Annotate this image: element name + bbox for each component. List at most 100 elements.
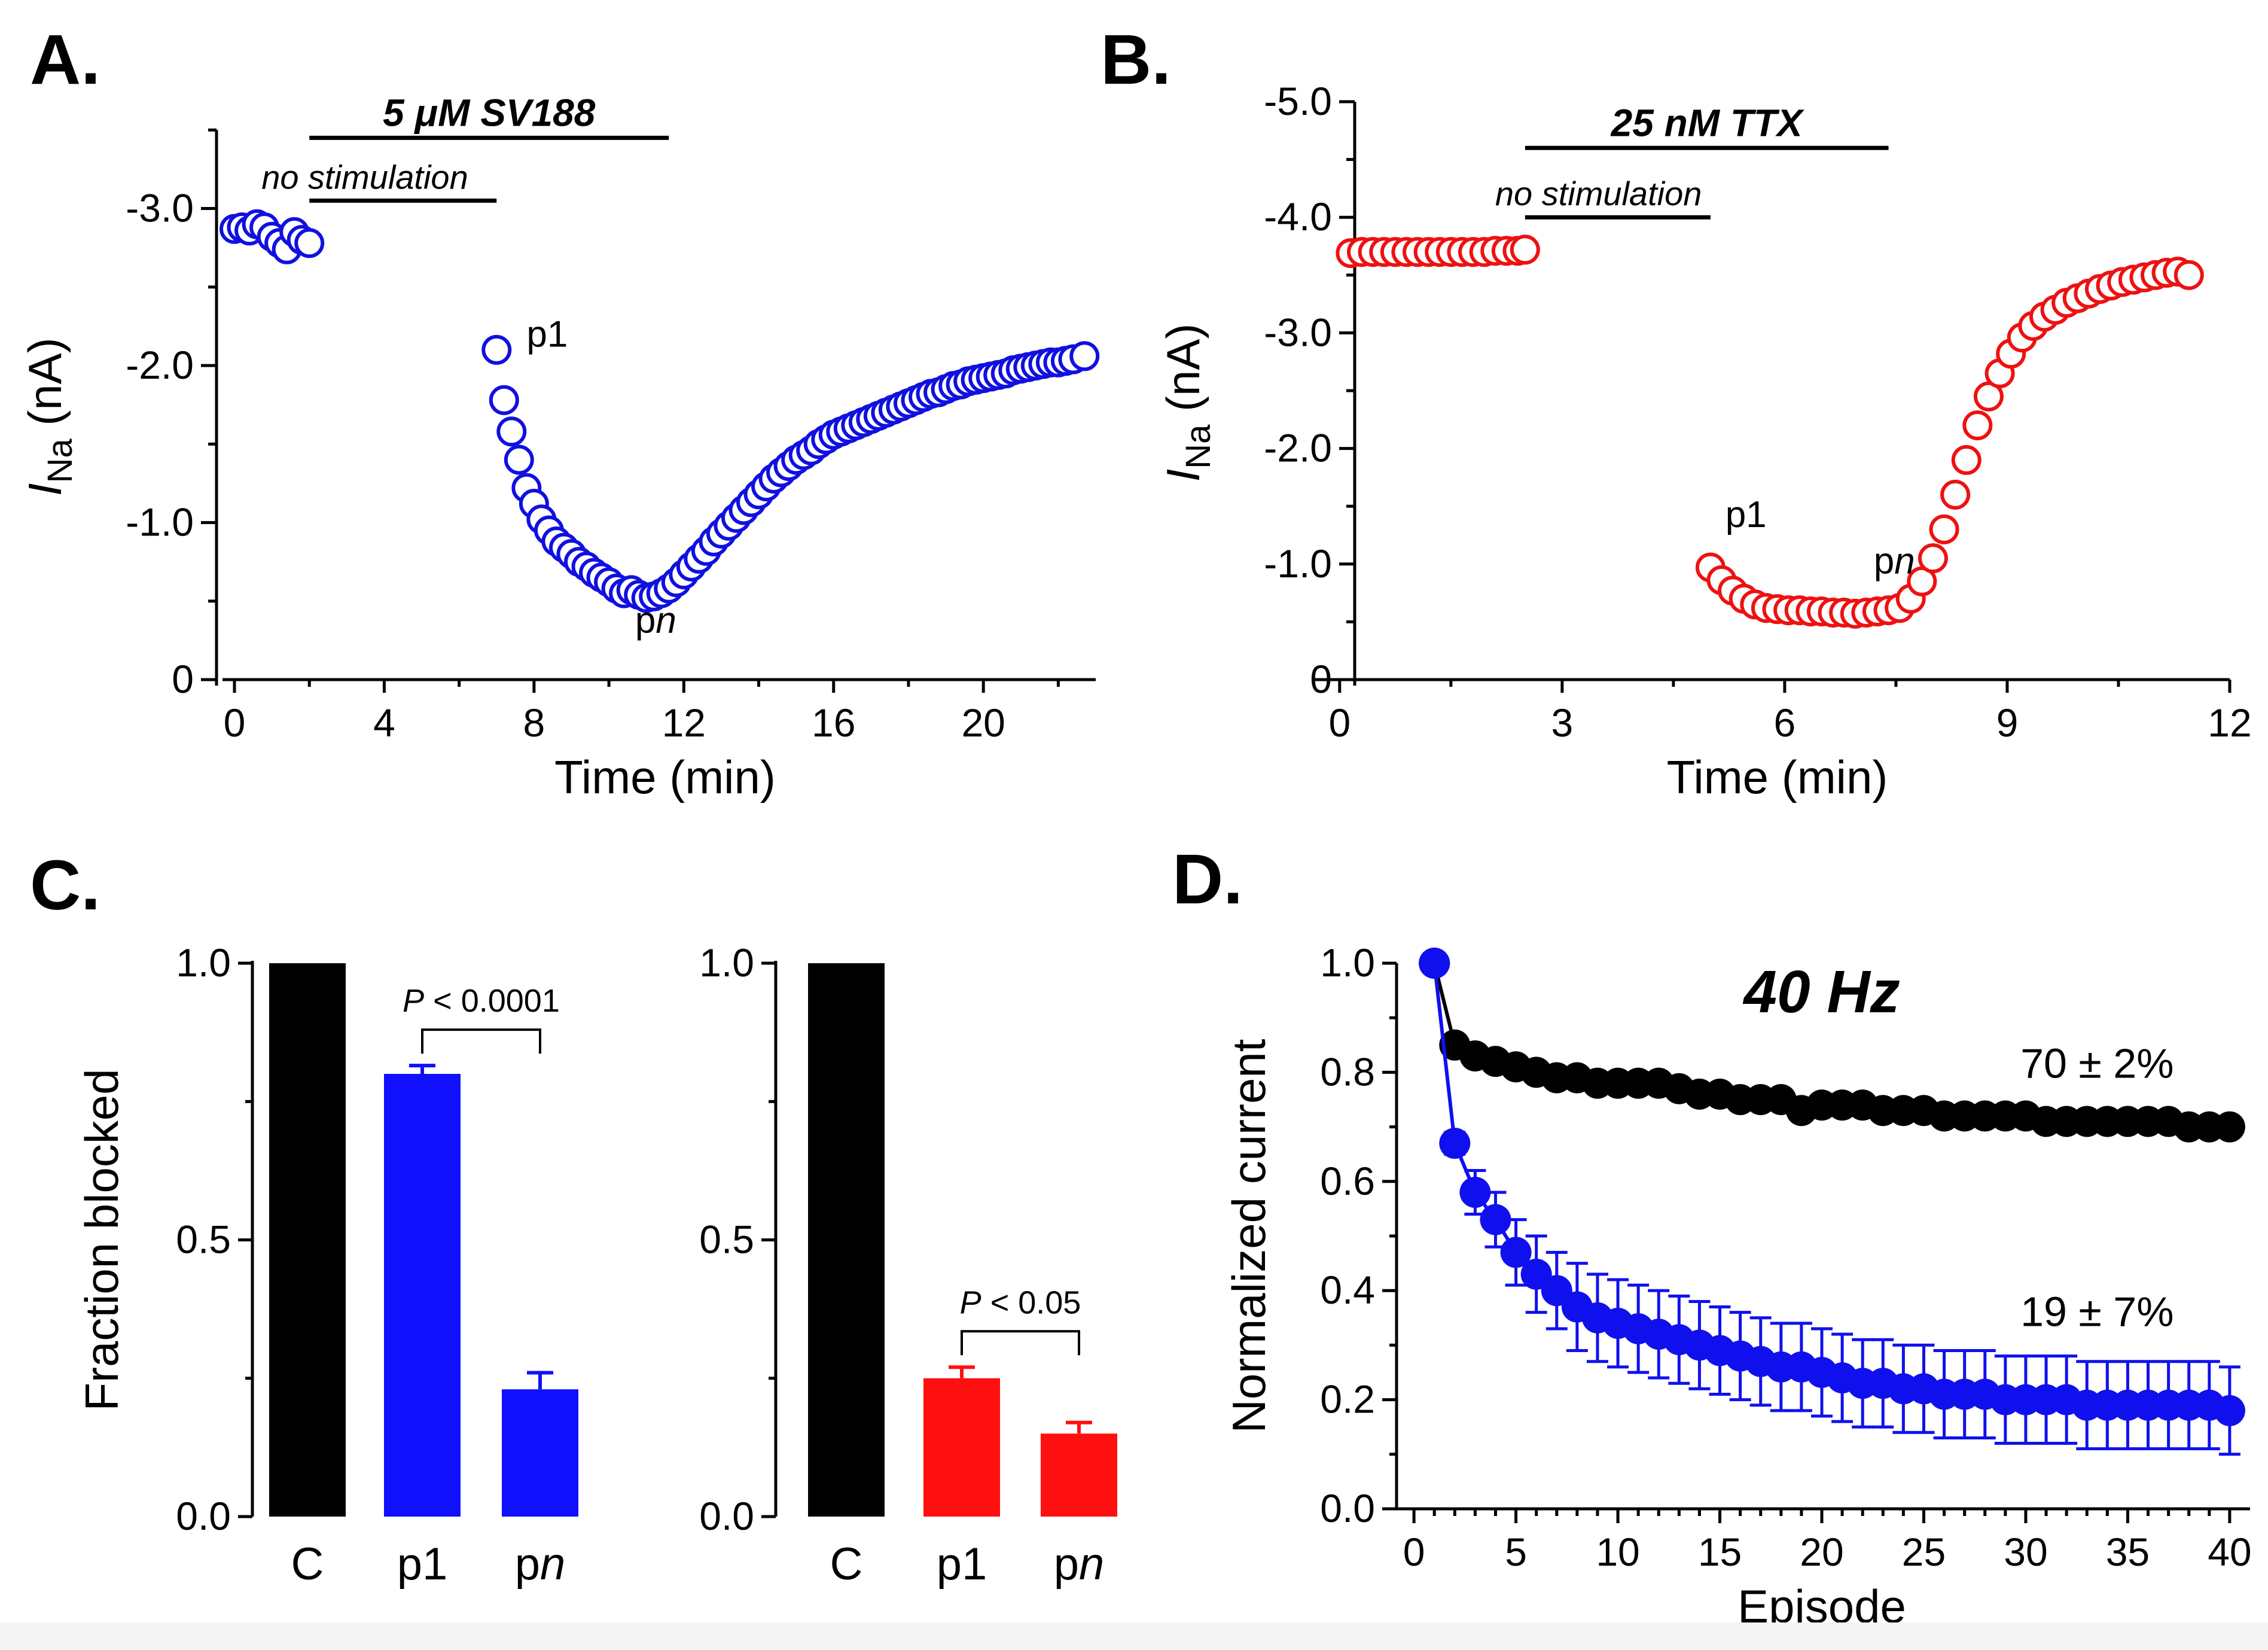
data-point-blue [1419, 948, 1450, 979]
x-tick-label: 30 [2004, 1530, 2047, 1574]
y-tick-label: -1.0 [126, 500, 194, 544]
data-point [504, 445, 534, 475]
panel-c-bars-right: 0.0 0.5 1.0 C p1 pn P < 0.05 [699, 940, 1117, 1590]
bar-treatment [1041, 1433, 1117, 1517]
x-tick-label: 15 [1698, 1530, 1742, 1574]
x-tick-label: 4 [373, 701, 395, 745]
data-point [1918, 543, 1948, 574]
panel-c-bars-left: 0.0 0.5 1.0 Fraction blocked C p1 pn P < 0.0001 [75, 940, 578, 1590]
x-tick-label: 20 [961, 701, 1005, 745]
category-label: p1 [397, 1539, 448, 1590]
data-point-blue [1459, 1177, 1491, 1208]
x-tick-label: 5 [1505, 1530, 1527, 1574]
y-tick-label: -4.0 [1264, 194, 1332, 239]
data-point [489, 385, 519, 415]
percent-annotation: 70 ± 2% [2020, 1040, 2174, 1087]
x-tick-label: 6 [1774, 701, 1796, 745]
panel-a-label: A. [30, 20, 100, 99]
y-axis-title: Fraction blocked [75, 1068, 128, 1411]
y-tick-label: -5.0 [1264, 79, 1332, 123]
x-tick-label: 16 [812, 701, 855, 745]
y-tick-label: 0.2 [1320, 1377, 1375, 1421]
significance-bracket [421, 1028, 541, 1054]
y-tick-label: 0 [1310, 657, 1332, 701]
x-tick-label: 3 [1551, 701, 1573, 745]
x-tick-label: 20 [1800, 1530, 1843, 1574]
bar-control [269, 963, 346, 1517]
x-tick-label: 9 [1996, 701, 2019, 745]
y-tick-label: 0.0 [176, 1494, 231, 1538]
no-stimulation-label: no stimulation [261, 158, 468, 196]
bar-treatment [502, 1389, 578, 1517]
percent-annotation: 19 ± 7% [2020, 1288, 2174, 1335]
y-tick-label: -3.0 [1264, 310, 1332, 354]
data-point-black [2214, 1111, 2245, 1143]
bar-treatment [923, 1378, 1000, 1517]
x-tick-label: 25 [1902, 1530, 1946, 1574]
panel-c-label: C. [30, 846, 100, 925]
point-annotation: pn [635, 599, 676, 641]
category-label: pn [515, 1539, 566, 1590]
treatment-label: 5 μM SV188 [383, 91, 596, 134]
y-tick-label: 1.0 [1320, 940, 1375, 985]
data-point [481, 334, 512, 365]
x-tick-label: 8 [523, 701, 545, 745]
p-value-label: P < 0.05 [960, 1284, 1081, 1320]
data-point [1929, 514, 1959, 544]
y-tick-label: -2.0 [1264, 426, 1332, 470]
significance-bracket [961, 1330, 1080, 1356]
y-axis-title: Normalized current [1223, 1039, 1275, 1433]
point-annotation: pn [1874, 540, 1915, 582]
treatment-label: 25 nM TTX [1611, 101, 1804, 144]
x-tick-label: 0 [224, 701, 246, 745]
data-point [496, 416, 527, 447]
category-label: C [830, 1539, 863, 1590]
x-tick-label: 35 [2106, 1530, 2150, 1574]
y-tick-label: -3.0 [126, 186, 194, 230]
category-label: C [291, 1539, 324, 1590]
y-axis-title: INa (nA) [19, 337, 80, 496]
bar-treatment [384, 1074, 461, 1517]
bottom-strip [0, 1622, 2268, 1650]
y-tick-label: 0.4 [1320, 1268, 1375, 1312]
data-point-blue [1480, 1204, 1511, 1235]
x-tick-label: 0 [1403, 1530, 1425, 1574]
point-annotation: p1 [526, 314, 568, 355]
panel-b-plot: 0 3 6 9 12 0 -1.0 -2.0 -3.0 -4.0 -5.0 Time (min) INa… [1157, 79, 2252, 803]
y-tick-label: -1.0 [1264, 541, 1332, 586]
data-point [1951, 445, 1982, 475]
y-tick-label: 0.0 [699, 1494, 754, 1538]
data-point [2174, 260, 2204, 290]
panel-b-label: B. [1101, 20, 1171, 99]
series-line-blue [1432, 963, 2230, 1412]
y-tick-label: 0.8 [1320, 1049, 1375, 1094]
x-tick-label: 40 [2208, 1530, 2251, 1574]
y-axis-title: INa (nA) [1157, 324, 1218, 482]
data-point [1510, 235, 1540, 265]
x-tick-label: 10 [1596, 1530, 1639, 1574]
data-point-blue [2214, 1395, 2245, 1426]
y-tick-label: -2.0 [126, 343, 194, 387]
y-tick-label: 1.0 [699, 940, 754, 985]
y-tick-label: 0.6 [1320, 1159, 1375, 1203]
category-label: pn [1054, 1539, 1105, 1590]
data-point [294, 228, 325, 258]
data-point [1940, 479, 1971, 510]
y-tick-label: 0 [172, 657, 194, 701]
data-point [1962, 410, 1993, 440]
y-tick-label: 0.5 [699, 1217, 754, 1262]
y-tick-label: 0.5 [176, 1217, 231, 1262]
bar-control [808, 963, 885, 1517]
y-tick-label: 0.0 [1320, 1486, 1375, 1530]
no-stimulation-label: no stimulation [1495, 175, 1702, 212]
panel-d-plot: 0 5 10 15 20 25 30 35 400.00.20.40.60.81.0Episod… [1223, 940, 2252, 1633]
x-axis-title: Time (min) [1667, 751, 1888, 803]
y-tick-label: 1.0 [176, 940, 231, 985]
x-tick-label: 12 [662, 701, 706, 745]
panel-d-label: D. [1172, 840, 1243, 919]
p-value-label: P < 0.0001 [403, 983, 560, 1019]
panel-a-plot: 0 4 8 12 16 20 0 -1.0 -2.0 -3.0 Time (min) INa (nA)… [19, 91, 1100, 803]
point-annotation: p1 [1726, 494, 1767, 535]
x-axis-title: Time (min) [554, 751, 776, 803]
